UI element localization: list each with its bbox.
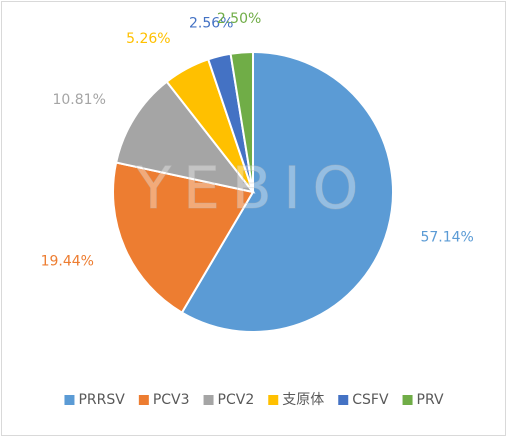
legend-marker <box>338 395 349 405</box>
legend-marker <box>203 395 214 405</box>
data-label: 2.56% <box>189 16 233 32</box>
data-label: 5.26% <box>126 31 170 47</box>
data-label: 10.81% <box>52 92 105 108</box>
watermark: YEBIO <box>135 154 371 222</box>
legend-label: PCV3 <box>153 392 190 408</box>
pie-slice <box>114 80 256 194</box>
legend-label: 支原体 <box>282 392 324 408</box>
data-label: 2.50% <box>217 11 261 27</box>
legend-marker <box>138 395 149 405</box>
pie-slice <box>229 50 254 193</box>
legend-label: PRRSV <box>78 392 125 408</box>
legend-marker <box>402 395 413 405</box>
legend-marker <box>64 395 75 405</box>
legend-marker <box>268 395 279 405</box>
legend-label: PRV <box>417 392 444 408</box>
legend-label: PCV2 <box>218 392 255 408</box>
data-label: 19.44% <box>41 254 94 270</box>
pie-slice <box>180 50 394 333</box>
data-label: 57.14% <box>420 230 473 246</box>
pie-slice <box>112 161 255 314</box>
legend-label: CSFV <box>352 392 389 408</box>
